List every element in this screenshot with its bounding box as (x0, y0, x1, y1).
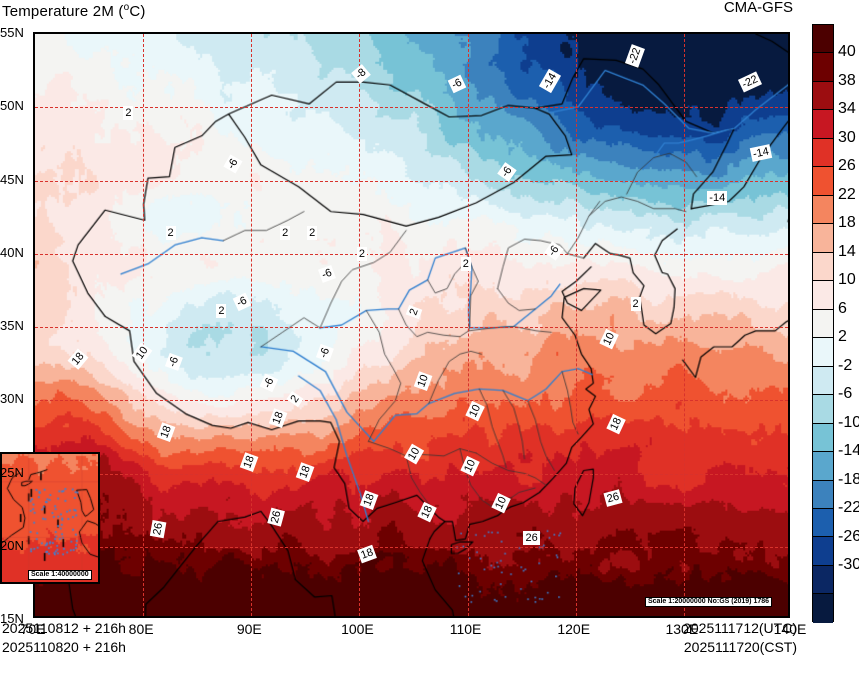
colorbar-band (813, 566, 833, 594)
colorbar-band (813, 110, 833, 138)
x-axis-tick-label: 110E (436, 621, 496, 637)
colorbar-band (813, 310, 833, 338)
colorbar-band (813, 424, 833, 452)
footer-valid-cst: 2025111720(CST) (684, 639, 797, 656)
footer-valid-utc: 2025111712(UTC) (683, 620, 797, 637)
colorbar-tick-label: -30 (838, 557, 859, 573)
y-axis-tick-label: 20N (0, 539, 32, 552)
colorbar-band (813, 481, 833, 509)
colorbar-tick-label: -2 (838, 358, 852, 374)
colorbar-band (813, 196, 833, 224)
colorbar-tick-label: 22 (838, 187, 856, 203)
map-plot-area: 2 -8 -6 -14 -22 -22 -14 -14 -6 -6 2 2 2 2 -6 2 -6 -6 2 2 2 -6… (33, 32, 790, 618)
colorbar-band (813, 338, 833, 366)
x-axis-tick-label: 100E (327, 621, 387, 637)
colorbar-tick-label: 26 (838, 158, 856, 174)
colorbar-tick-label: 6 (838, 301, 847, 317)
temperature-field-canvas (35, 34, 788, 616)
colorbar-band (813, 25, 833, 53)
y-axis-tick-label: 55N (0, 26, 32, 39)
colorbar-tick-label: 18 (838, 215, 856, 231)
colorbar-tick-label: 10 (838, 272, 856, 288)
contour-label: 2 (307, 226, 317, 240)
footer-init-utc: 2025110812 + 216h (2, 620, 126, 637)
y-axis-tick-label: 25N (0, 466, 32, 479)
x-axis-tick-label: 120E (544, 621, 604, 637)
colorbar-band (813, 82, 833, 110)
model-label: CMA-GFS (724, 0, 793, 16)
colorbar-tick-label: -22 (838, 500, 859, 516)
colorbar-band (813, 395, 833, 423)
contour-label: 2 (631, 297, 641, 311)
colorbar-band (813, 224, 833, 252)
colorbar-tick-label: 14 (838, 244, 856, 260)
x-axis-tick-label: 90E (219, 621, 279, 637)
colorbar-band (813, 253, 833, 281)
colorbar-band (813, 452, 833, 480)
colorbar-band (813, 53, 833, 81)
colorbar-band (813, 367, 833, 395)
page-title-unit: C) (129, 3, 145, 20)
colorbar-tick-label: 38 (838, 73, 856, 89)
y-axis-tick-label: 30N (0, 392, 32, 405)
colorbar-band (813, 167, 833, 195)
inset-scale-label: Scale 1:40000000 (28, 570, 92, 580)
colorbar-tick-label: 2 (838, 329, 847, 345)
colorbar-tick-label: -10 (838, 415, 859, 431)
colorbar-tick-label: -6 (838, 386, 852, 402)
colorbar-band (813, 139, 833, 167)
colorbar-band (813, 509, 833, 537)
colorbar (812, 24, 834, 622)
y-axis-tick-label: 45N (0, 173, 32, 186)
contour-label: 26 (523, 531, 539, 545)
contour-label: 2 (123, 106, 133, 120)
footer-init-cst: 2025110820 + 216h (2, 639, 126, 656)
colorbar-tick-label: 30 (838, 130, 856, 146)
colorbar-band (813, 594, 833, 622)
y-axis-tick-label: 50N (0, 99, 32, 112)
colorbar-tick-label: 34 (838, 101, 856, 117)
page-title: Temperature 2M (oC) (2, 0, 146, 20)
contour-label: 2 (216, 304, 226, 318)
y-axis-tick-label: 35N (0, 319, 32, 332)
colorbar-tick-label: -26 (838, 529, 859, 545)
contour-label: 2 (461, 257, 471, 271)
colorbar-band (813, 537, 833, 565)
colorbar-tick-label: 40 (838, 44, 856, 60)
main-scale-label: Scale 1:20000000 No:GS (2019) 1786 (645, 597, 772, 607)
colorbar-tick-label: -18 (838, 472, 859, 488)
page-title-text: Temperature 2M ( (2, 3, 124, 20)
contour-label: -14 (707, 191, 727, 205)
contour-label: 2 (357, 247, 367, 261)
contour-label: 2 (280, 226, 290, 240)
colorbar-band (813, 281, 833, 309)
y-axis-tick-label: 40N (0, 246, 32, 259)
colorbar-tick-label: -14 (838, 443, 859, 459)
contour-label: 2 (166, 226, 176, 240)
